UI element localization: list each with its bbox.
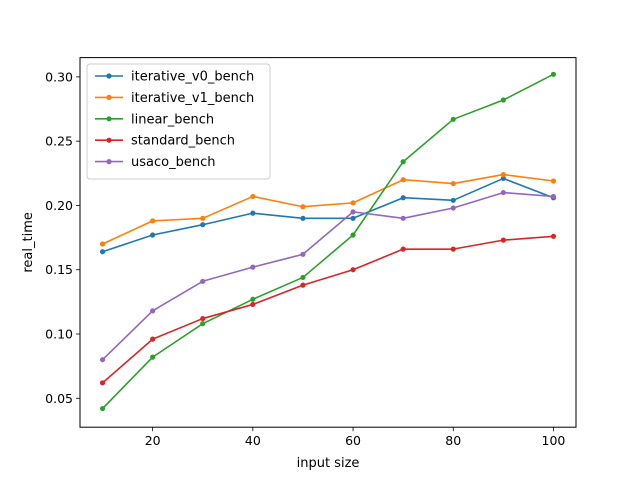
legend-entry-iterative_v1_bench: iterative_v1_bench [131,91,254,106]
data-point-usaco_bench [200,278,206,284]
x-tick-label: 60 [345,433,361,448]
data-point-linear_bench [550,71,557,77]
y-axis: 0.05 0.10 0.15 0.20 0.25 0.30 [45,69,80,406]
data-point-iterative_v1_bench [550,178,557,184]
data-point-standard_bench [150,336,156,342]
data-point-standard_bench [350,267,356,273]
legend: iterative_v0_bench iterative_v1_benchline… [86,63,271,180]
legend-entry-iterative_v0_bench: iterative_v0_bench [131,70,254,85]
data-point-linear_bench [300,274,306,281]
legend-swatch-marker [106,137,112,143]
y-axis-label: real_time [21,212,36,273]
data-point-usaco_bench [150,308,156,314]
data-point-iterative_v0_bench [150,232,156,238]
data-point-iterative_v0_bench [400,195,406,201]
data-point-standard_bench [500,237,506,243]
x-tick-label: 80 [445,433,461,448]
x-tick-label: 100 [542,433,566,448]
data-point-usaco_bench [550,193,557,200]
y-tick-label: 0.15 [45,262,73,277]
data-point-standard_bench [300,282,306,288]
data-point-linear_bench [350,232,356,238]
data-point-usaco_bench [250,264,256,270]
data-point-usaco_bench [450,205,456,211]
data-point-iterative_v0_bench [450,197,456,203]
data-point-iterative_v1_bench [200,215,206,221]
y-tick-label: 0.25 [45,134,73,149]
data-point-iterative_v1_bench [450,180,456,187]
data-point-iterative_v0_bench [250,210,256,216]
data-point-linear_bench [150,354,156,360]
legend-entry-usaco_bench: usaco_bench [131,155,215,170]
data-point-linear_bench [250,296,256,302]
legend-entry-linear_bench: linear_bench [131,112,214,127]
data-point-usaco_bench [300,251,306,257]
y-tick-label: 0.10 [45,326,73,341]
data-point-iterative_v1_bench [350,200,356,206]
y-tick-label: 0.30 [45,69,73,84]
legend-swatch-marker [106,94,112,100]
x-tick-label: 40 [245,433,261,448]
data-point-standard_bench [450,246,456,252]
data-point-linear_bench [200,321,206,327]
series-line-iterative_v1_bench [102,173,554,245]
data-point-standard_bench [250,301,256,308]
data-point-usaco_bench [350,209,356,215]
y-tick-label: 0.20 [45,198,73,213]
series-layer [99,71,557,412]
data-point-iterative_v1_bench [150,218,156,224]
y-tick-label: 0.05 [45,391,73,406]
data-point-linear_bench [400,159,406,165]
data-point-iterative_v1_bench [500,171,506,178]
data-point-iterative_v0_bench [500,175,506,182]
data-point-standard_bench [400,246,406,252]
data-point-iterative_v1_bench [99,241,106,247]
data-point-linear_bench [500,97,506,103]
data-point-linear_bench [99,405,106,412]
data-point-iterative_v0_bench [350,215,356,221]
data-point-linear_bench [450,116,456,122]
data-point-iterative_v1_bench [400,177,406,183]
legend-swatch-marker [106,73,112,79]
data-point-usaco_bench [500,189,506,196]
legend-swatch-marker [106,116,112,122]
legend-swatch-marker [106,159,112,165]
data-point-standard_bench [99,380,106,386]
data-point-iterative_v0_bench [200,222,206,228]
legend-entry-standard_bench: standard_bench [131,134,235,149]
series-line-standard_bench [102,235,554,384]
series-line-usaco_bench [101,191,554,361]
x-axis: 20 40 60 80 100 [145,427,566,448]
data-point-iterative_v1_bench [300,204,306,210]
data-point-usaco_bench [99,357,106,363]
plot-frame [79,57,577,428]
data-point-usaco_bench [400,215,406,221]
data-point-iterative_v0_bench [300,215,306,221]
data-point-standard_bench [550,233,557,239]
legend-box [86,63,271,180]
x-axis-label: input size [297,456,360,471]
data-point-iterative_v0_bench [99,249,106,255]
data-point-iterative_v1_bench [250,193,256,200]
series-line-iterative_v0_bench [102,177,554,253]
data-point-standard_bench [200,315,206,322]
series-line-linear_bench [101,73,554,410]
x-tick-label: 20 [145,433,161,448]
